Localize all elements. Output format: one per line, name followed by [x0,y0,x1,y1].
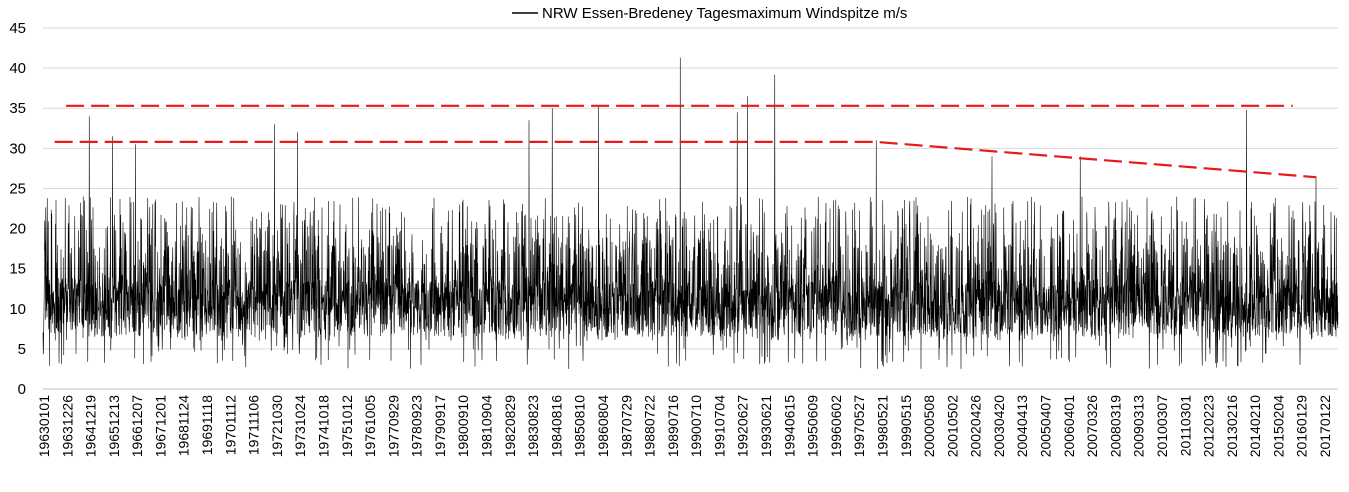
x-tick-label: 19721030 [269,395,285,458]
y-tick-label: 40 [9,60,26,77]
x-tick-label: 20110301 [1177,395,1193,456]
x-tick-label: 20140210 [1247,395,1263,458]
x-tick-label: 19770929 [385,395,401,458]
y-tick-label: 35 [9,100,26,117]
y-tick-label: 25 [9,180,26,197]
x-tick-label: 19920627 [735,395,751,458]
y-tick-label: 5 [18,341,26,358]
y-tick-label: 0 [18,381,26,398]
y-tick-label: 10 [9,301,26,318]
x-tick-label: 19800910 [455,395,471,458]
x-tick-label: 19681124 [176,395,192,456]
x-tick-label: 19980521 [874,395,890,458]
x-tick-label: 19661207 [129,395,145,458]
x-tick-label: 20120223 [1201,395,1217,458]
x-tick-label: 19990515 [898,395,914,458]
x-tick-label: 19830823 [525,395,541,458]
x-tick-label: 19870729 [618,395,634,458]
x-tick-label: 19741018 [315,395,331,458]
x-tick-label: 20130216 [1224,395,1240,458]
x-tick-label: 19860804 [595,395,611,458]
x-tick-label: 19790917 [432,395,448,458]
x-tick-label: 19691118 [199,395,215,455]
x-tick-label: 19910704 [711,395,727,458]
x-tick-label: 20010502 [944,395,960,458]
x-tick-label: 19651213 [106,395,122,458]
y-tick-label: 30 [9,140,26,157]
reference-lines [54,104,1316,179]
x-tick-label: 20150204 [1270,395,1286,458]
legend-label: NRW Essen-Bredeney Tagesmaximum Windspit… [542,5,907,22]
x-tick-label: 20040413 [1014,395,1030,458]
x-tick-label: 20030420 [991,395,1007,458]
x-tick-label: 19840816 [548,395,564,458]
x-tick-label: 19890716 [665,395,681,458]
legend: NRW Essen-Bredeney Tagesmaximum Windspit… [512,5,907,22]
x-tick-label: 20080319 [1107,395,1123,458]
x-tick-label: 20000508 [921,395,937,458]
x-tick-label: 19631226 [59,395,75,458]
y-axis-ticks: 0 5 10 15 20 25 30 35 40 45 [9,20,26,398]
x-tick-label: 19810904 [479,395,495,458]
x-tick-label: 19761005 [362,395,378,458]
x-tick-label: 20070326 [1084,395,1100,458]
x-tick-label: 19960602 [828,395,844,458]
series-wind-gust [42,57,1339,369]
x-tick-label: 19780923 [409,395,425,458]
y-tick-label: 15 [9,261,26,278]
x-tick-label: 19850810 [572,395,588,458]
series-line [42,57,1339,369]
x-tick-label: 19711106 [246,395,262,455]
x-tick-label: 19630101 [36,395,52,458]
x-tick-label: 19820829 [502,395,518,458]
y-tick-label: 20 [9,221,26,238]
x-tick-label: 20100307 [1154,395,1170,458]
x-tick-label: 20020426 [968,395,984,458]
x-tick-label: 19900710 [688,395,704,458]
x-tick-label: 19950609 [805,395,821,458]
x-tick-label: 19930621 [758,395,774,458]
x-tick-label: 20160129 [1294,395,1310,458]
x-axis-ticks: 19630101 19631226 19641219 19651213 19661207… [36,395,1333,458]
x-tick-label: 20170122 [1317,395,1333,458]
x-tick-label: 19970527 [851,395,867,458]
reference-line [54,140,1316,179]
x-tick-label: 20060401 [1061,395,1077,458]
x-tick-label: 19641219 [83,395,99,458]
x-tick-label: 19880722 [642,395,658,458]
gridlines [43,27,1338,390]
x-tick-label: 19940615 [781,395,797,458]
x-tick-label: 19671201 [152,395,168,458]
x-tick-label: 20090313 [1131,395,1147,458]
x-tick-label: 20050407 [1038,395,1054,458]
x-tick-label: 19751012 [339,395,355,458]
x-tick-label: 19731024 [292,395,308,458]
y-tick-label: 45 [9,20,26,37]
x-tick-label: 19701112 [222,395,238,455]
